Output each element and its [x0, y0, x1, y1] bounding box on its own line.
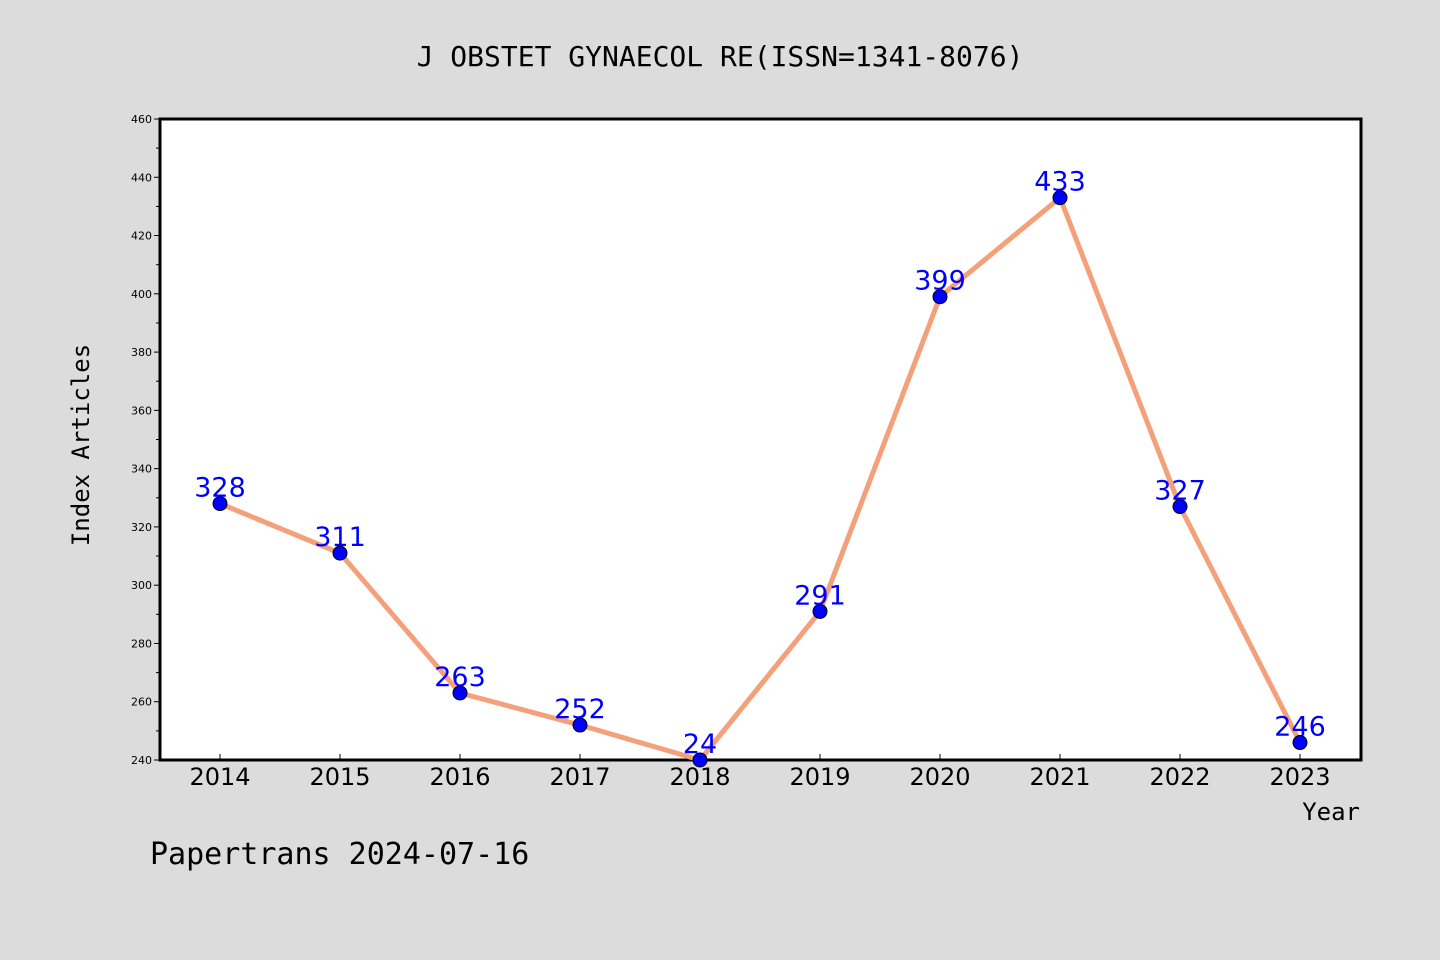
data-point [812, 603, 828, 619]
x-tick-label: 2021 [1029, 763, 1090, 791]
data-point [1052, 190, 1068, 206]
data-labels: 328 311 263 252 24 291 399 433 327 246 [194, 167, 1326, 760]
x-tick-label: 2023 [1269, 763, 1330, 791]
y-tick-label: 340 [131, 463, 152, 476]
data-label: 311 [314, 522, 366, 553]
watermark: Papertrans 2024-07-16 [150, 837, 529, 872]
y-tick-label: 420 [131, 230, 152, 243]
y-tick-label: 300 [131, 579, 152, 592]
y-axis-label: Index Articles [67, 344, 95, 546]
x-axis-label: Year [1302, 798, 1360, 826]
data-point [332, 545, 348, 561]
x-tick-label: 2017 [549, 763, 610, 791]
data-label: 327 [1154, 476, 1206, 507]
data-point [452, 685, 468, 701]
y-tick-label: 440 [131, 171, 152, 184]
x-tick-label: 2018 [669, 763, 730, 791]
y-tick-label: 460 [131, 113, 152, 126]
x-axis: 2014 2015 2016 2017 2018 2019 2020 2021 2022 2023 [189, 754, 1331, 791]
x-tick-label: 2020 [909, 763, 970, 791]
data-label: 328 [194, 473, 246, 504]
data-label: 252 [554, 694, 606, 725]
y-tick-label: 320 [131, 521, 152, 534]
chart-title: J OBSTET GYNAECOL RE(ISSN=1341-8076) [417, 40, 1024, 73]
y-tick-label: 240 [131, 754, 152, 767]
data-label: 24 [683, 729, 717, 760]
data-point [572, 717, 588, 733]
data-label: 399 [914, 266, 966, 297]
x-tick-label: 2022 [1149, 763, 1210, 791]
series-markers [212, 190, 1308, 768]
y-tick-label: 260 [131, 696, 152, 709]
y-tick-label: 400 [131, 288, 152, 301]
x-tick-label: 2014 [189, 763, 250, 791]
series-line [217, 195, 1303, 763]
y-tick-label: 360 [131, 404, 152, 417]
y-axis: 240 260 280 300 320 340 360 380 400 420 440 460 [131, 113, 160, 767]
data-label: 291 [794, 580, 846, 611]
data-point [1172, 499, 1188, 515]
data-point [692, 752, 708, 768]
data-label: 433 [1034, 167, 1086, 198]
plot-area [158, 117, 1363, 762]
x-tick-label: 2019 [789, 763, 850, 791]
data-label: 263 [434, 662, 486, 693]
data-point [212, 496, 228, 512]
data-point [1292, 735, 1308, 751]
y-tick-label: 380 [131, 346, 152, 359]
data-label: 246 [1274, 712, 1326, 743]
x-tick-label: 2016 [429, 763, 490, 791]
x-tick-label: 2015 [309, 763, 370, 791]
y-tick-label: 280 [131, 637, 152, 650]
data-point [932, 289, 948, 305]
